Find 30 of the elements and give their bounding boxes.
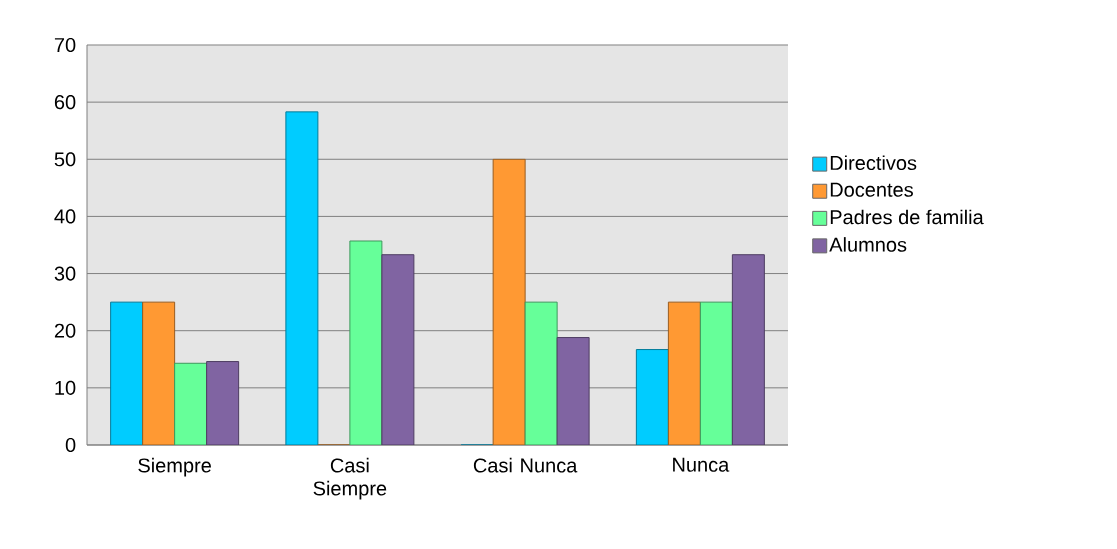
legend-label: Docentes bbox=[830, 182, 913, 197]
bar bbox=[731, 254, 765, 445]
bar bbox=[110, 301, 144, 445]
y-tick-label: 10 bbox=[55, 380, 76, 395]
bar bbox=[699, 301, 733, 445]
y-tick-label: 60 bbox=[54, 95, 76, 110]
x-tick-label: Casi Siempre bbox=[313, 457, 387, 500]
y-tick-label: 0 bbox=[65, 437, 76, 453]
x-tick-label: Casi Nunca bbox=[473, 457, 578, 473]
legend-label: Alumnos bbox=[829, 237, 907, 252]
bar bbox=[206, 361, 240, 445]
bar bbox=[285, 111, 319, 445]
legend-label: Padres de familia bbox=[830, 209, 984, 225]
y-tick-label: 50 bbox=[54, 152, 76, 167]
bar bbox=[556, 337, 590, 445]
y-tick-label: 20 bbox=[54, 323, 76, 338]
bar bbox=[667, 301, 701, 445]
x-tick-label: Siempre bbox=[138, 457, 211, 477]
bar bbox=[635, 349, 669, 445]
y-tick-label: 30 bbox=[54, 266, 76, 281]
y-tick-label: 70 bbox=[54, 37, 76, 53]
bar bbox=[381, 254, 415, 445]
bar bbox=[349, 240, 383, 445]
legend-label: Directivos bbox=[830, 155, 917, 171]
bar bbox=[492, 158, 526, 445]
bar bbox=[174, 362, 208, 445]
bar bbox=[142, 301, 176, 445]
y-tick-label: 40 bbox=[54, 209, 76, 224]
bar bbox=[524, 301, 558, 445]
x-tick-label: Nunca bbox=[673, 457, 730, 472]
